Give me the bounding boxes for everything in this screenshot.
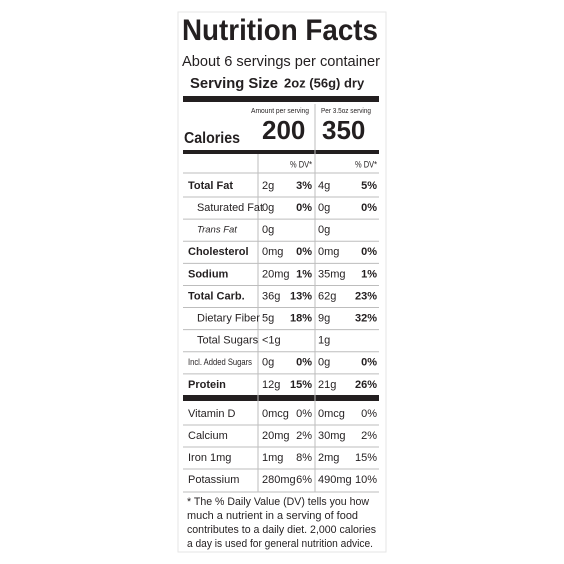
- footnote-line: * The % Daily Value (DV) tells you how: [187, 496, 369, 508]
- nutrient-name: Saturated Fat: [197, 202, 263, 214]
- amount: 0g: [262, 224, 274, 236]
- daily-value: 0%: [296, 357, 312, 369]
- calories-value: 350: [322, 115, 365, 145]
- amount: 0g: [318, 202, 330, 214]
- daily-value: 0%: [361, 202, 377, 214]
- daily-value: 5%: [361, 180, 377, 192]
- amount: 0g: [262, 202, 274, 214]
- amount: 20mg: [262, 268, 290, 280]
- nutrient-name: Protein: [188, 379, 226, 391]
- calories-label: Calories: [184, 130, 240, 147]
- title: Nutrition Facts: [182, 14, 378, 47]
- amount: <1g: [262, 335, 281, 347]
- daily-value: 10%: [355, 474, 377, 486]
- nutrient-name: Potassium: [188, 474, 239, 486]
- footnote-line: much a nutrient in a serving of food: [187, 510, 358, 522]
- amount: 0mcg: [318, 408, 345, 420]
- amount: 9g: [318, 313, 330, 325]
- daily-value: 0%: [296, 408, 312, 420]
- servings: About 6 servings per container: [182, 53, 380, 70]
- daily-value: 1%: [361, 268, 377, 280]
- per-alt-label: Per 3.5oz serving: [321, 108, 371, 115]
- daily-value: 2%: [361, 430, 377, 442]
- amount: 2g: [262, 180, 274, 192]
- daily-value: 15%: [355, 452, 377, 464]
- daily-value: 32%: [355, 313, 377, 325]
- daily-value: 15%: [290, 379, 312, 391]
- nutrient-name: Trans Fat: [197, 225, 237, 236]
- nutrient-name: Sodium: [188, 268, 229, 280]
- nutrient-name: Total Fat: [188, 180, 233, 192]
- amount: 62g: [318, 290, 336, 302]
- amount: 0g: [262, 357, 274, 369]
- amount: 35mg: [318, 268, 346, 280]
- amount: 1g: [318, 335, 330, 347]
- calories-value: 200: [262, 115, 305, 145]
- thick-rule: [183, 395, 379, 401]
- daily-value: 0%: [361, 246, 377, 258]
- nutrient-name: Incl. Added Sugars: [188, 357, 252, 367]
- daily-value: 0%: [361, 357, 377, 369]
- serving-size-value: 2oz (56g) dry: [284, 75, 365, 90]
- daily-value: 18%: [290, 313, 312, 325]
- amount: 12g: [262, 379, 280, 391]
- daily-value: 0%: [361, 408, 377, 420]
- amount: 0g: [318, 357, 330, 369]
- thick-rule: [183, 150, 379, 154]
- daily-value: 6%: [296, 474, 312, 486]
- daily-value: 23%: [355, 290, 377, 302]
- daily-value: 0%: [296, 202, 312, 214]
- daily-value: 0%: [296, 246, 312, 258]
- amount: 0mg: [318, 246, 339, 258]
- nutrient-name: Calcium: [188, 430, 228, 442]
- daily-value: 13%: [290, 290, 312, 302]
- amount: 0mcg: [262, 408, 289, 420]
- serving-size-label: Serving Size: [190, 75, 278, 92]
- nutrient-name: Iron 1mg: [188, 452, 231, 464]
- daily-value: 3%: [296, 180, 312, 192]
- thick-rule: [183, 96, 379, 102]
- dv-header: % DV*: [355, 159, 377, 169]
- amount: 36g: [262, 290, 280, 302]
- daily-value: 8%: [296, 452, 312, 464]
- amount: 1mg: [262, 452, 283, 464]
- amount: 0mg: [262, 246, 283, 258]
- amount: 280mg: [262, 474, 296, 486]
- footnote-line: contributes to a daily diet. 2,000 calor…: [187, 524, 376, 536]
- amount: 2mg: [318, 452, 339, 464]
- nutrient-name: Total Carb.: [188, 290, 245, 302]
- dv-header: % DV*: [290, 159, 312, 169]
- amount: 30mg: [318, 430, 346, 442]
- amount: 21g: [318, 379, 336, 391]
- amount: 20mg: [262, 430, 290, 442]
- amount: 0g: [318, 224, 330, 236]
- label-panel: [177, 11, 387, 553]
- nutrient-name: Cholesterol: [188, 246, 249, 258]
- nutrient-name: Dietary Fiber: [197, 313, 260, 325]
- per-serving-label: Amount per serving: [251, 108, 309, 115]
- daily-value: 2%: [296, 430, 312, 442]
- nutrient-name: Total Sugars: [197, 335, 259, 347]
- amount: 5g: [262, 313, 274, 325]
- footnote-line: a day is used for general nutrition advi…: [187, 538, 373, 550]
- nutrient-name: Vitamin D: [188, 408, 236, 420]
- daily-value: 26%: [355, 379, 377, 391]
- amount: 490mg: [318, 474, 352, 486]
- daily-value: 1%: [296, 268, 312, 280]
- amount: 4g: [318, 180, 330, 192]
